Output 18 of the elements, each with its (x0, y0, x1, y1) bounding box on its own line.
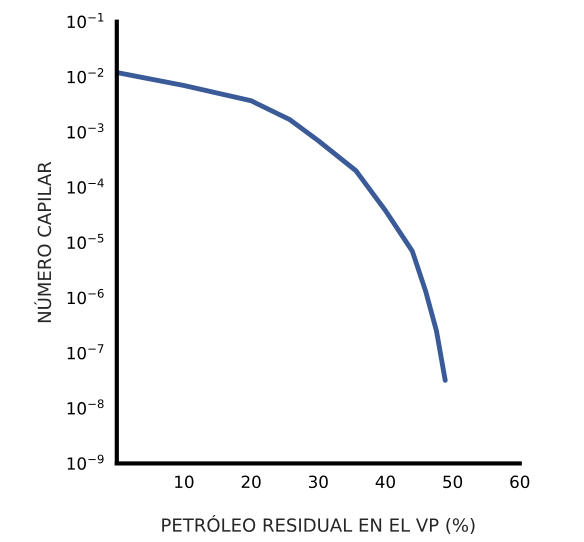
y-tick-label: 10$^{−8}$ (68, 399, 104, 415)
y-tick-label: 10$^{−2}$ (68, 68, 104, 84)
y-tick-label: 10$^{−7}$ (68, 344, 104, 360)
x-tick-label: 50 (443, 476, 462, 488)
line-series (116, 70, 448, 383)
y-tick-label: 10$^{−6}$ (68, 288, 104, 304)
x-axis-title: PETRÓLEO RESIDUAL EN EL VP (%) (162, 514, 475, 534)
y-tick-label: 10$^{−1}$ (68, 13, 104, 28)
x-tick-label: 10 (175, 476, 194, 488)
x-tick-label: 60 (510, 476, 530, 488)
y-axis-title: NÚMERO CAPILAR (34, 162, 52, 322)
y-tick-label: 10$^{−3}$ (68, 123, 104, 139)
x-tick-label: 20 (242, 476, 261, 488)
x-tick-label: 30 (308, 476, 328, 488)
y-tick-label: 10$^{−9}$ (68, 454, 104, 470)
y-tick-label: 10$^{−5}$ (68, 234, 104, 249)
x-tick-label: 40 (376, 476, 395, 488)
y-tick-label: 10$^{−4}$ (68, 178, 104, 194)
